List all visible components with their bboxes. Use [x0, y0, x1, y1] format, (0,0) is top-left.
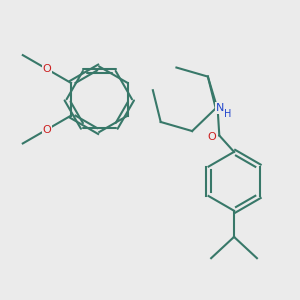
Text: O: O — [43, 64, 51, 74]
Text: O: O — [43, 124, 51, 135]
Text: O: O — [208, 132, 217, 142]
Text: H: H — [224, 109, 232, 119]
Text: N: N — [215, 103, 224, 113]
